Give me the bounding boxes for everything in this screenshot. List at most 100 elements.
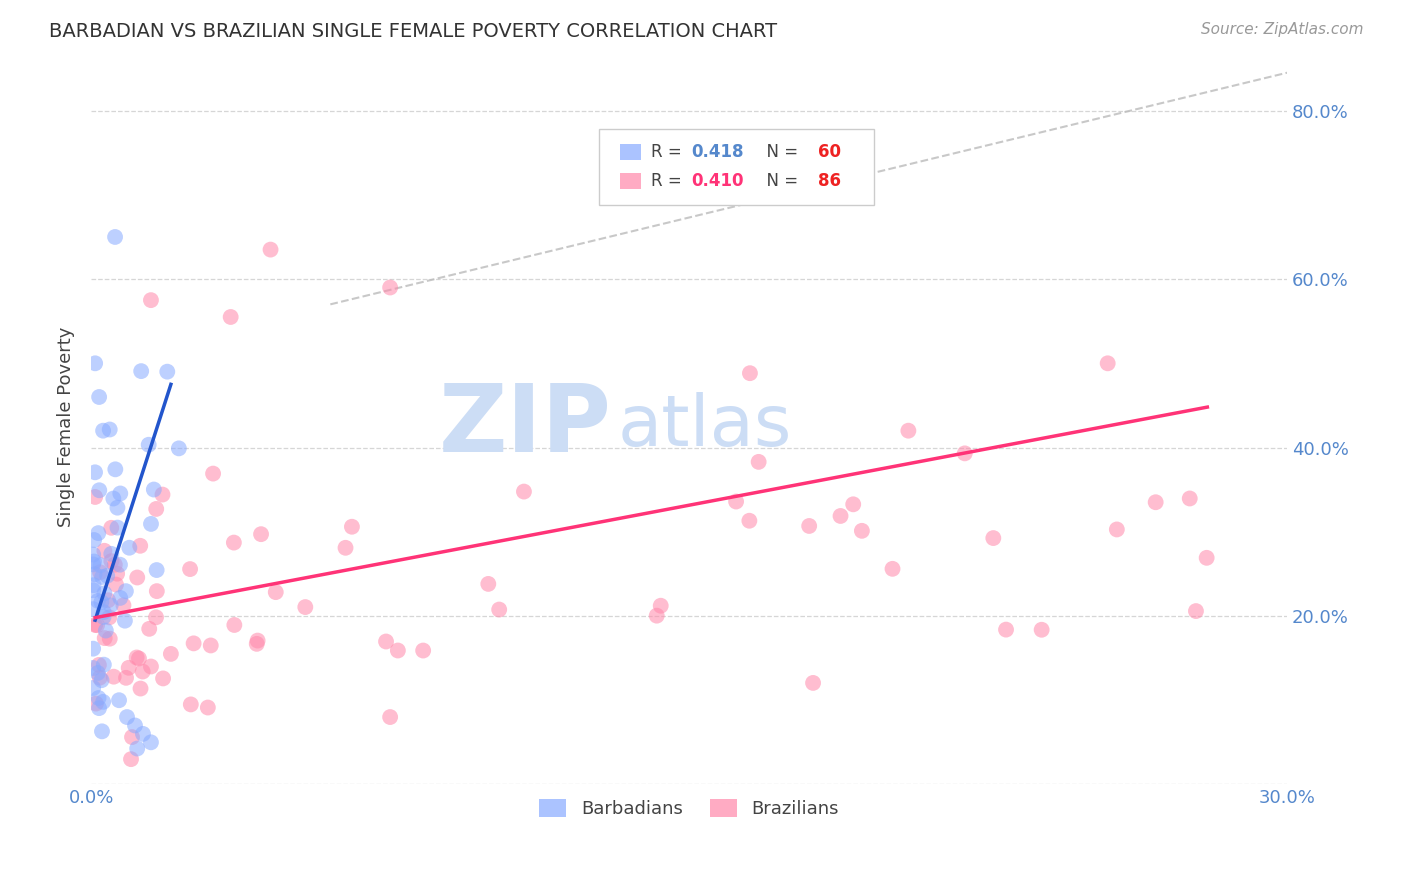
Text: 60: 60 (818, 144, 841, 161)
Point (1031, 623, 1053, 637)
Point (139, 293, 162, 307)
Text: N =: N = (756, 144, 803, 161)
Point (412, 643, 434, 657)
Point (129, 539, 152, 553)
Text: 86: 86 (818, 172, 841, 190)
Point (127, 741, 149, 756)
Point (98, 632, 121, 646)
Point (100, 547, 122, 561)
Point (246, 637, 269, 651)
Point (142, 483, 165, 497)
FancyBboxPatch shape (620, 173, 641, 189)
Point (82, 558, 104, 572)
Point (118, 661, 141, 675)
Point (897, 424, 920, 438)
Point (89, 483, 111, 498)
Point (882, 562, 904, 576)
Point (200, 639, 222, 653)
Text: R =: R = (651, 172, 688, 190)
Legend: Barbadians, Brazilians: Barbadians, Brazilians (531, 792, 846, 825)
Point (152, 672, 174, 686)
Point (129, 681, 152, 696)
Point (87, 701, 110, 715)
Point (91, 724, 114, 739)
Point (378, 280, 401, 294)
Point (89, 566, 111, 580)
Point (103, 491, 125, 506)
FancyBboxPatch shape (620, 145, 641, 161)
Point (294, 600, 316, 615)
Point (995, 623, 1018, 637)
Point (167, 442, 190, 456)
Point (1097, 356, 1119, 370)
Point (179, 562, 201, 576)
Point (100, 599, 122, 613)
Point (82, 602, 104, 616)
Point (82, 681, 104, 695)
Text: 0.410: 0.410 (692, 172, 744, 190)
Point (129, 364, 152, 378)
Point (953, 446, 976, 460)
Point (98, 610, 121, 624)
Point (115, 671, 138, 685)
Point (1178, 491, 1201, 506)
Point (138, 622, 160, 636)
Point (1185, 604, 1208, 618)
Point (84, 618, 107, 632)
Point (110, 486, 132, 500)
Point (121, 730, 143, 744)
Point (87, 657, 110, 672)
Point (981, 531, 1004, 545)
Point (645, 608, 668, 623)
Point (96, 568, 118, 582)
Point (264, 585, 287, 599)
Point (224, 618, 246, 632)
Point (105, 577, 128, 591)
Point (98, 423, 121, 437)
Point (89, 558, 111, 573)
Point (110, 591, 132, 605)
Point (84, 356, 107, 370)
Text: atlas: atlas (617, 392, 792, 461)
Text: R =: R = (651, 144, 688, 161)
Point (89, 390, 111, 404)
Point (115, 710, 138, 724)
Point (115, 584, 138, 599)
Point (222, 535, 245, 549)
Point (83, 578, 105, 592)
Point (93, 543, 115, 558)
FancyBboxPatch shape (599, 129, 875, 204)
Y-axis label: Single Female Poverty: Single Female Poverty (58, 326, 75, 526)
Point (145, 563, 167, 577)
Point (145, 610, 167, 624)
Point (131, 665, 153, 679)
Point (82, 661, 104, 675)
Point (82, 641, 104, 656)
Point (100, 521, 122, 535)
Point (202, 467, 225, 481)
Point (738, 366, 761, 380)
Point (87, 594, 110, 608)
Point (738, 514, 761, 528)
Point (108, 558, 131, 572)
Point (84, 465, 107, 479)
Point (725, 494, 748, 508)
Point (84, 490, 107, 504)
Point (650, 599, 672, 613)
Point (851, 524, 873, 538)
Point (93, 631, 115, 645)
Point (104, 558, 127, 572)
Point (138, 438, 160, 452)
Point (82, 548, 104, 562)
Point (842, 497, 865, 511)
Point (139, 516, 162, 531)
Point (477, 577, 499, 591)
Point (105, 566, 128, 581)
Point (1105, 523, 1128, 537)
Point (91, 570, 114, 584)
Point (801, 676, 824, 690)
Point (90, 673, 112, 688)
Point (93, 605, 115, 619)
Text: ZIP: ZIP (439, 381, 612, 473)
Point (100, 554, 122, 568)
